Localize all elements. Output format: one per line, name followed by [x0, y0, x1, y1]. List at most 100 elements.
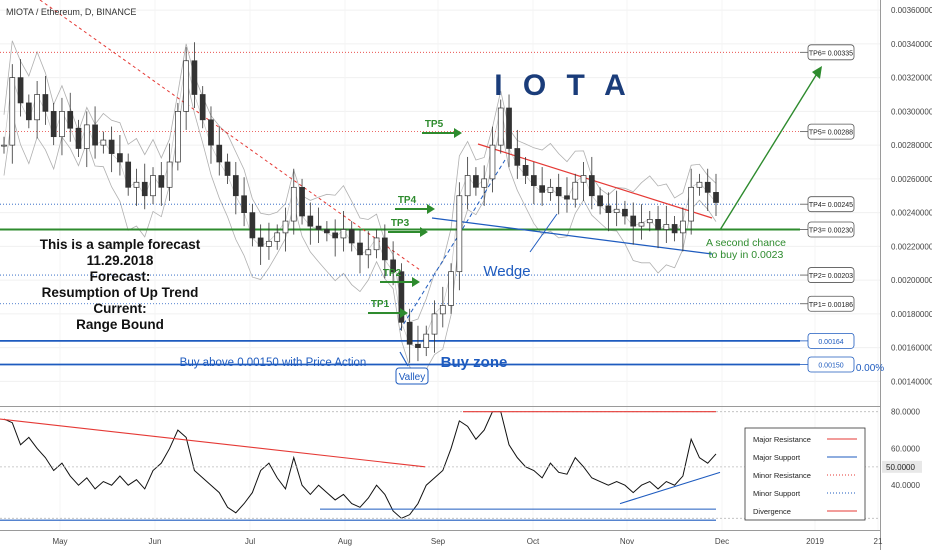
candle-body: [464, 175, 471, 197]
candle-body: [398, 271, 405, 323]
candle-body: [390, 259, 396, 273]
legend-label: Minor Support: [753, 489, 801, 498]
candle-body: [531, 175, 537, 186]
candle-body: [175, 111, 181, 163]
candle-body: [481, 178, 488, 188]
time-tick-label: Jul: [245, 537, 255, 546]
candle-body: [257, 237, 264, 247]
candle-body: [522, 165, 529, 176]
tp-arrows: TP1 TP2 TP3 TP4 TP5: [368, 119, 462, 367]
tp-arrow-label: TP4: [398, 195, 417, 206]
chart-title: I O T A: [494, 69, 632, 102]
price-tick-label: 0.00260000: [891, 175, 932, 184]
osc-tick-label: 40.0000: [891, 481, 920, 490]
legend-label: Divergence: [753, 507, 791, 516]
tp-arrow-head: [454, 128, 462, 138]
candle-body: [199, 94, 206, 121]
time-tick-label: Dec: [715, 537, 729, 546]
candle-body: [514, 148, 521, 166]
candle-body: [100, 139, 107, 146]
legend-label: Major Resistance: [753, 435, 811, 444]
candle-body: [67, 111, 74, 129]
wedge-lower-line: [431, 217, 713, 255]
minor-support-trend: [399, 159, 506, 331]
band-upper: [3, 40, 717, 323]
tp-box-label: 0.00164: [818, 339, 843, 346]
candle-body: [655, 219, 661, 230]
candle-body: [555, 186, 562, 197]
candle-body: [9, 77, 16, 146]
price-tick-label: 0.00280000: [891, 141, 932, 150]
candle-body: [439, 305, 446, 315]
candle-body: [373, 237, 380, 251]
price-tick-label: 0.00200000: [891, 276, 932, 285]
candle-body: [299, 186, 305, 217]
candle-body: [497, 107, 504, 146]
tp-box-label: TP5= 0.00288: [809, 130, 853, 137]
candle-body: [423, 333, 430, 348]
candle-body: [680, 220, 686, 234]
candle-body: [613, 208, 620, 213]
time-tick-label: Sep: [431, 537, 446, 546]
wedge-pointer: [529, 213, 558, 253]
time-tick-label: Jun: [149, 537, 162, 546]
candle-body: [241, 195, 247, 213]
osc-divergence-line: [0, 418, 426, 468]
tp-box-label: 0.00150: [818, 363, 843, 370]
price-tick-label: 0.00180000: [891, 310, 932, 319]
candle-body: [249, 212, 256, 239]
candle-body: [340, 229, 347, 239]
osc-tick-label: 80.0000: [891, 408, 920, 417]
tp-box-label: TP4= 0.00245: [809, 202, 853, 209]
candle-body: [671, 224, 678, 234]
tp-arrow-label: TP3: [391, 218, 410, 229]
second-chance-line-2: to buy in 0.0023: [709, 249, 784, 261]
legend-box: [744, 427, 866, 521]
osc-current-badge: [882, 460, 922, 473]
valley-pointer: [399, 351, 409, 367]
second-chance-line-1: A second chance: [706, 237, 786, 249]
tp-arrow-head: [427, 204, 435, 214]
candle-body: [34, 94, 40, 121]
candle-body: [431, 313, 438, 335]
candle-body: [282, 220, 289, 234]
wedge-upper-line: [477, 143, 713, 219]
osc-current-label: 50.0000: [886, 463, 915, 472]
legend: Major Resistance Major Support Minor Resis…: [744, 427, 866, 521]
osc-rising-support: [619, 471, 721, 505]
price-tick-label: 0.00140000: [891, 377, 932, 386]
candle-body: [415, 343, 421, 348]
forecast-line-6: Range Bound: [76, 317, 164, 332]
price-tick-label: 0.00320000: [891, 74, 932, 83]
candle-body: [547, 186, 554, 193]
candle-body: [696, 181, 703, 188]
forecast-line-4: Resumption of Up Trend: [42, 285, 199, 300]
legend-label: Major Support: [753, 453, 801, 462]
tp-box-label: TP1= 0.00186: [809, 302, 853, 309]
candle-body: [83, 124, 90, 149]
candle-body: [580, 175, 587, 183]
valley-label: Valley: [399, 372, 426, 383]
target-arrow-head: [812, 66, 822, 79]
candle-body: [622, 208, 628, 217]
candle-body: [50, 111, 57, 138]
candle-body: [290, 186, 297, 222]
annotations: TP6= 0.00335 TP5= 0.00288 TP4= 0.00245 TP3=…: [800, 44, 855, 373]
candle-body: [208, 119, 214, 146]
symbol-header: MIOTA / Ethereum, D, BINANCE: [6, 7, 136, 17]
buy-above-label: Buy above 0.00150 with Price Action: [180, 357, 367, 369]
time-tick-label: Aug: [338, 537, 352, 546]
time-tick-label: Nov: [620, 537, 634, 546]
candle-body: [125, 161, 132, 188]
wedge-label: Wedge: [483, 263, 530, 280]
oscillator-line: [3, 411, 717, 519]
tp-arrow-label: TP5: [425, 119, 444, 130]
candle-body: [117, 153, 123, 163]
band-lower: [3, 77, 717, 377]
candle-body: [713, 192, 719, 203]
candle-body: [59, 111, 65, 138]
candle-body: [489, 144, 496, 180]
forecast-line-2: 11.29.2018: [87, 253, 154, 268]
